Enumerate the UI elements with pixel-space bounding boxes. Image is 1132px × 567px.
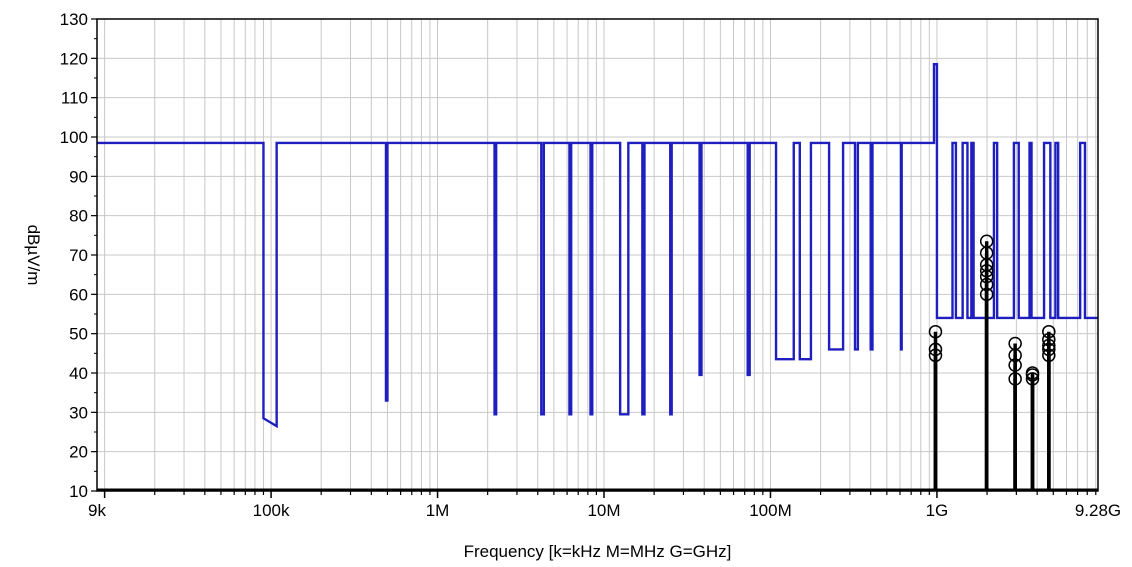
x-tick-label: 100M — [749, 501, 792, 520]
y-tick-label: 30 — [69, 403, 88, 422]
x-tick-label: 9k — [88, 501, 106, 520]
y-tick-label: 60 — [69, 285, 88, 304]
grid — [97, 19, 1098, 491]
y-tick-label: 70 — [69, 246, 88, 265]
measurement-point — [979, 234, 994, 248]
y-tick-label: 120 — [60, 49, 88, 68]
axes: 10 20 30 40 50 60 70 80 90 100 110 120 130 9k 100k 1M 10… — [60, 10, 1122, 520]
y-tick-label: 20 — [69, 443, 88, 462]
x-tick-label: 9.28G — [1075, 501, 1121, 520]
y-tick-label: 40 — [69, 364, 88, 383]
y-tick-label: 10 — [69, 482, 88, 501]
limit-line — [97, 63, 1098, 429]
series-layer — [97, 63, 1098, 492]
y-tick-label: 100 — [60, 128, 88, 147]
x-tick-label: 1M — [426, 501, 450, 520]
measurement-point — [1042, 324, 1056, 339]
measurement-point — [1008, 336, 1022, 351]
measurement-point — [1025, 366, 1040, 380]
x-tick-label: 100k — [253, 501, 290, 520]
measurement-point — [928, 324, 943, 339]
y-tick-label: 110 — [61, 89, 88, 108]
y-tick-label: 130 — [60, 10, 88, 29]
x-tick-label: 1G — [926, 501, 949, 520]
y-tick-label: 50 — [69, 325, 88, 344]
x-tick-label: 10M — [587, 501, 620, 520]
y-axis-title: dBµV/m — [24, 225, 43, 286]
y-tick-label: 80 — [69, 207, 88, 226]
x-axis-title: Frequency [k=kHz M=MHz G=GHz] — [464, 542, 732, 561]
y-tick-label: 90 — [69, 167, 88, 186]
